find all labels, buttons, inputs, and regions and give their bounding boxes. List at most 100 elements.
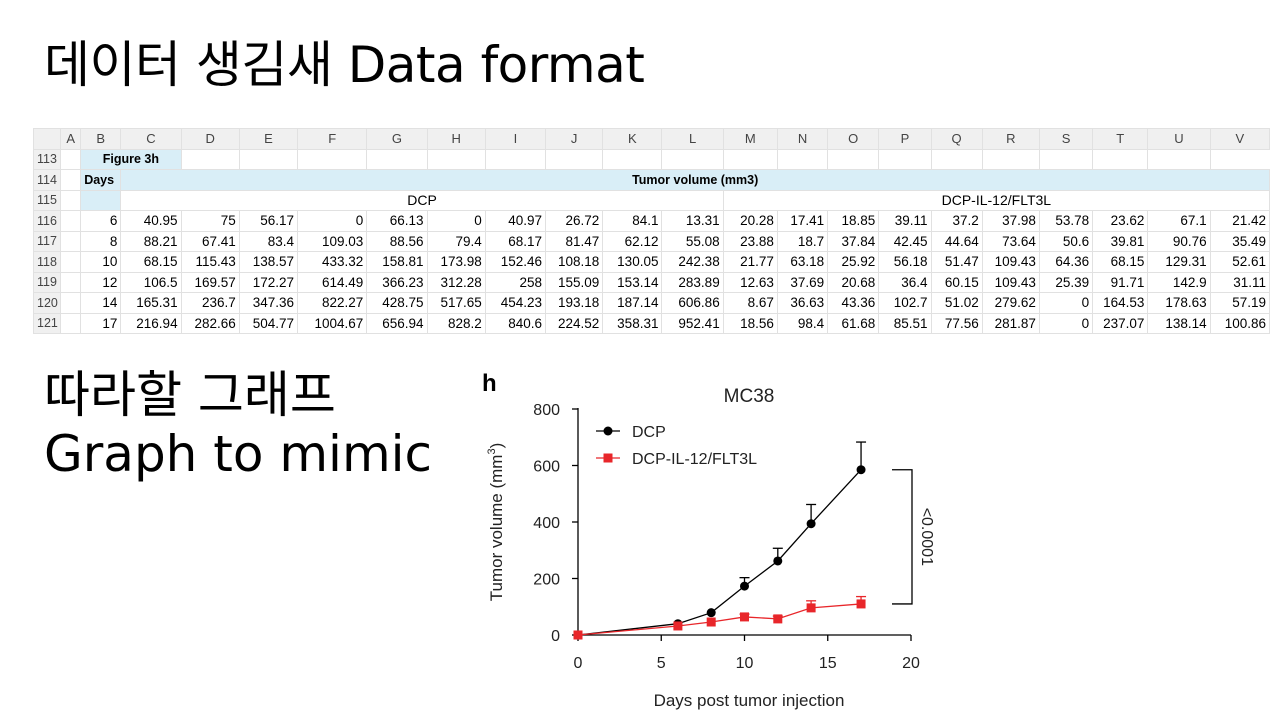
value-cell[interactable]: 18.85 [827,210,880,232]
value-cell[interactable]: 37.2 [930,210,983,232]
group-dcp-il12-flt3l-header[interactable]: DCP-IL-12/FLT3L [722,189,1271,211]
column-header[interactable]: H [426,128,486,150]
cell[interactable] [80,189,122,211]
cell[interactable] [60,230,82,252]
column-header[interactable]: U [1147,128,1211,150]
cell[interactable] [661,148,724,170]
day-cell[interactable]: 14 [80,292,122,314]
value-cell[interactable]: 614.49 [297,271,368,293]
column-header[interactable]: P [878,128,932,150]
value-cell[interactable]: 52.61 [1209,251,1271,273]
value-cell[interactable]: 18.7 [776,230,829,252]
day-cell[interactable]: 12 [80,271,122,293]
column-header[interactable]: L [661,128,724,150]
cell[interactable] [60,292,82,314]
cell[interactable] [484,148,547,170]
value-cell[interactable]: 61.68 [827,312,880,334]
value-cell[interactable]: 81.47 [545,230,604,252]
cell[interactable] [60,210,82,232]
value-cell[interactable]: 42.45 [878,230,932,252]
value-cell[interactable]: 53.78 [1038,210,1094,232]
value-cell[interactable]: 68.17 [484,230,547,252]
value-cell[interactable]: 164.53 [1092,292,1149,314]
value-cell[interactable]: 51.02 [930,292,983,314]
cell[interactable] [297,148,368,170]
value-cell[interactable]: 20.68 [827,271,880,293]
value-cell[interactable]: 73.64 [981,230,1040,252]
value-cell[interactable]: 828.2 [426,312,486,334]
value-cell[interactable]: 109.43 [981,251,1040,273]
cell[interactable] [60,148,82,170]
value-cell[interactable]: 37.84 [827,230,880,252]
cell[interactable] [1092,148,1149,170]
cell[interactable] [60,271,82,293]
column-header[interactable]: M [722,128,778,150]
column-header[interactable]: I [484,128,547,150]
value-cell[interactable]: 155.09 [545,271,604,293]
value-cell[interactable]: 169.57 [180,271,240,293]
value-cell[interactable]: 88.21 [120,230,182,252]
value-cell[interactable]: 952.41 [661,312,724,334]
value-cell[interactable]: 37.69 [776,271,829,293]
value-cell[interactable]: 152.46 [484,251,547,273]
cell[interactable] [60,251,82,273]
column-header[interactable]: F [297,128,368,150]
value-cell[interactable]: 138.57 [238,251,299,273]
value-cell[interactable]: 55.08 [661,230,724,252]
column-header[interactable]: O [827,128,880,150]
column-header[interactable]: V [1209,128,1271,150]
row-header[interactable]: 118 [32,251,62,273]
cell[interactable] [930,148,983,170]
value-cell[interactable]: 358.31 [602,312,663,334]
value-cell[interactable]: 12.63 [722,271,778,293]
value-cell[interactable]: 193.18 [545,292,604,314]
value-cell[interactable]: 224.52 [545,312,604,334]
cell[interactable] [60,312,82,334]
value-cell[interactable]: 106.5 [120,271,182,293]
value-cell[interactable]: 68.15 [120,251,182,273]
value-cell[interactable]: 36.63 [776,292,829,314]
value-cell[interactable]: 68.15 [1092,251,1149,273]
value-cell[interactable]: 85.51 [878,312,932,334]
value-cell[interactable]: 109.43 [981,271,1040,293]
cell[interactable] [776,148,829,170]
value-cell[interactable]: 44.64 [930,230,983,252]
column-header[interactable]: Q [930,128,983,150]
value-cell[interactable]: 66.13 [366,210,428,232]
value-cell[interactable]: 130.05 [602,251,663,273]
day-cell[interactable]: 17 [80,312,122,334]
cell[interactable] [602,148,663,170]
value-cell[interactable]: 258 [484,271,547,293]
row-header[interactable]: 114 [32,169,62,191]
cell[interactable] [1038,148,1094,170]
value-cell[interactable]: 822.27 [297,292,368,314]
value-cell[interactable]: 31.11 [1209,271,1271,293]
column-header[interactable]: G [366,128,428,150]
value-cell[interactable]: 84.1 [602,210,663,232]
value-cell[interactable]: 40.97 [484,210,547,232]
value-cell[interactable]: 17.41 [776,210,829,232]
tumor-volume-label-cell[interactable]: Tumor volume (mm3) [120,169,1270,191]
column-header[interactable]: T [1092,128,1149,150]
value-cell[interactable]: 433.32 [297,251,368,273]
value-cell[interactable]: 63.18 [776,251,829,273]
cell[interactable] [878,148,932,170]
value-cell[interactable]: 187.14 [602,292,663,314]
value-cell[interactable]: 83.4 [238,230,299,252]
value-cell[interactable]: 88.56 [366,230,428,252]
value-cell[interactable]: 840.6 [484,312,547,334]
value-cell[interactable]: 77.56 [930,312,983,334]
cell[interactable] [60,189,82,211]
select-all-corner[interactable] [32,128,62,150]
value-cell[interactable]: 129.31 [1147,251,1211,273]
column-header[interactable]: J [545,128,604,150]
column-header[interactable]: E [238,128,299,150]
value-cell[interactable]: 0 [297,210,368,232]
value-cell[interactable]: 18.56 [722,312,778,334]
value-cell[interactable]: 454.23 [484,292,547,314]
row-header[interactable]: 117 [32,230,62,252]
column-header[interactable]: S [1038,128,1094,150]
value-cell[interactable]: 13.31 [661,210,724,232]
value-cell[interactable]: 43.36 [827,292,880,314]
value-cell[interactable]: 56.17 [238,210,299,232]
